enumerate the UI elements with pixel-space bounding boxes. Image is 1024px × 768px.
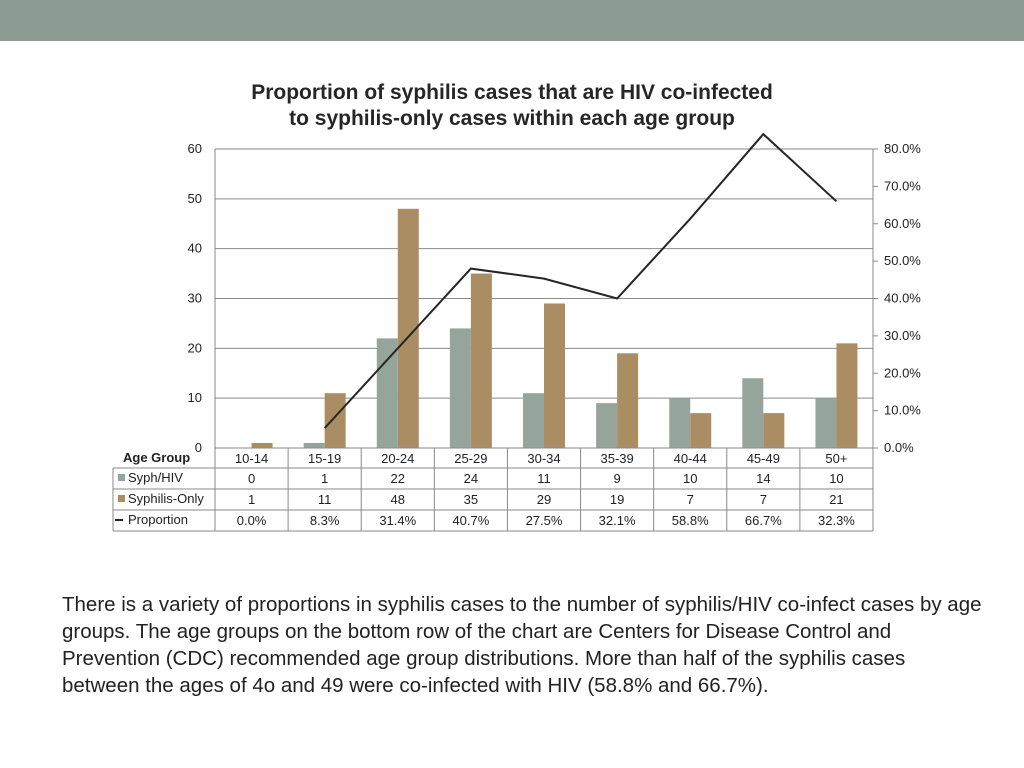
syph-hiv-bar	[523, 393, 544, 448]
syph-hiv-value: 11	[537, 471, 551, 486]
syphilis-only-value: 29	[537, 492, 551, 507]
y-left-tick-label: 30	[188, 291, 202, 306]
syph-hiv-bar	[376, 338, 398, 448]
proportion-value: 27.5%	[526, 513, 563, 528]
table-header-age-group: Age Group	[123, 450, 190, 465]
syphilis-only-value: 35	[464, 492, 478, 507]
proportion-value: 40.7%	[452, 513, 489, 528]
legend-key-syphilis-only	[118, 495, 125, 502]
syph-hiv-value: 10	[829, 471, 843, 486]
proportion-value: 32.1%	[599, 513, 636, 528]
description-text: There is a variety of proportions in syp…	[62, 592, 982, 697]
y-left-tick-label: 0	[195, 440, 202, 455]
syph-hiv-bar	[596, 403, 618, 448]
syphilis-only-value: 21	[829, 492, 843, 507]
syph-hiv-value: 0	[248, 471, 255, 486]
syphilis-only-bar	[324, 393, 346, 448]
syphilis-only-bar	[470, 273, 492, 448]
syphilis-only-value: 48	[391, 492, 405, 507]
y-right-tick-label: 50.0%	[884, 253, 921, 268]
syphilis-only-bar	[251, 443, 273, 448]
syph-hiv-value: 14	[756, 471, 770, 486]
proportion-value: 0.0%	[237, 513, 267, 528]
y-right-tick-label: 30.0%	[884, 328, 921, 343]
syphilis-only-value: 19	[610, 492, 624, 507]
syph-hiv-value: 24	[464, 471, 478, 486]
syphilis-only-bar	[544, 303, 565, 448]
row-label-syphilis-only: Syphilis-Only	[128, 491, 204, 506]
chart-title-line-2: to syphilis-only cases within each age g…	[289, 107, 735, 130]
y-right-tick-label: 0.0%	[884, 440, 914, 455]
syphilis-only-bar	[397, 208, 419, 448]
syph-hiv-bar	[303, 443, 325, 448]
y-right-tick-label: 80.0%	[884, 141, 921, 156]
y-right-tick-label: 40.0%	[884, 291, 921, 306]
category-label: 30-34	[527, 451, 560, 466]
proportion-line	[323, 132, 838, 429]
syphilis-only-bar	[763, 413, 785, 448]
syph-hiv-bar	[669, 398, 691, 448]
category-label: 10-14	[235, 451, 268, 466]
category-label: 45-49	[747, 451, 780, 466]
row-label-proportion: Proportion	[128, 512, 188, 527]
proportion-value: 31.4%	[379, 513, 416, 528]
category-label: 40-44	[674, 451, 707, 466]
y-right-tick-label: 20.0%	[884, 365, 921, 380]
category-label: 15-19	[308, 451, 341, 466]
syphilis-only-value: 7	[687, 492, 694, 507]
syphilis-only-value: 11	[318, 492, 332, 507]
syph-hiv-bar	[815, 398, 837, 448]
proportion-value: 8.3%	[310, 513, 340, 528]
syph-hiv-value: 1	[321, 471, 328, 486]
y-left-tick-label: 40	[188, 241, 202, 256]
chart-title-line-1: Proportion of syphilis cases that are HI…	[251, 81, 773, 104]
row-label-syph-hiv: Syph/HIV	[128, 470, 183, 485]
syph-hiv-bar	[449, 328, 471, 448]
syphilis-only-value: 7	[760, 492, 767, 507]
syph-hiv-bar	[742, 378, 764, 448]
y-right-tick-label: 10.0%	[884, 403, 921, 418]
chart-title: Proportion of syphilis cases that are HI…	[212, 80, 812, 132]
category-label: 35-39	[600, 451, 633, 466]
proportion-value: 58.8%	[672, 513, 709, 528]
syph-hiv-value: 22	[391, 471, 405, 486]
syph-hiv-value: 10	[683, 471, 697, 486]
syph-hiv-value: 9	[613, 471, 620, 486]
y-right-tick-label: 70.0%	[884, 178, 921, 193]
y-left-tick-label: 20	[188, 340, 202, 355]
proportion-value: 66.7%	[745, 513, 782, 528]
y-left-tick-label: 50	[188, 191, 202, 206]
proportion-value: 32.3%	[818, 513, 855, 528]
syphilis-only-bar	[836, 343, 858, 448]
y-left-tick-label: 60	[188, 141, 202, 156]
y-left-tick-label: 10	[188, 390, 202, 405]
y-right-tick-label: 60.0%	[884, 216, 921, 231]
category-label: 25-29	[454, 451, 487, 466]
header-band	[0, 0, 1024, 41]
syphilis-only-bar	[617, 353, 639, 448]
syphilis-only-bar	[690, 413, 712, 448]
category-label: 50+	[825, 451, 847, 466]
syphilis-only-value: 1	[248, 492, 255, 507]
legend-key-syph-hiv	[118, 474, 125, 481]
category-label: 20-24	[381, 451, 414, 466]
combo-chart: 01020304050600.0%10.0%20.0%30.0%40.0%50.…	[112, 132, 921, 532]
